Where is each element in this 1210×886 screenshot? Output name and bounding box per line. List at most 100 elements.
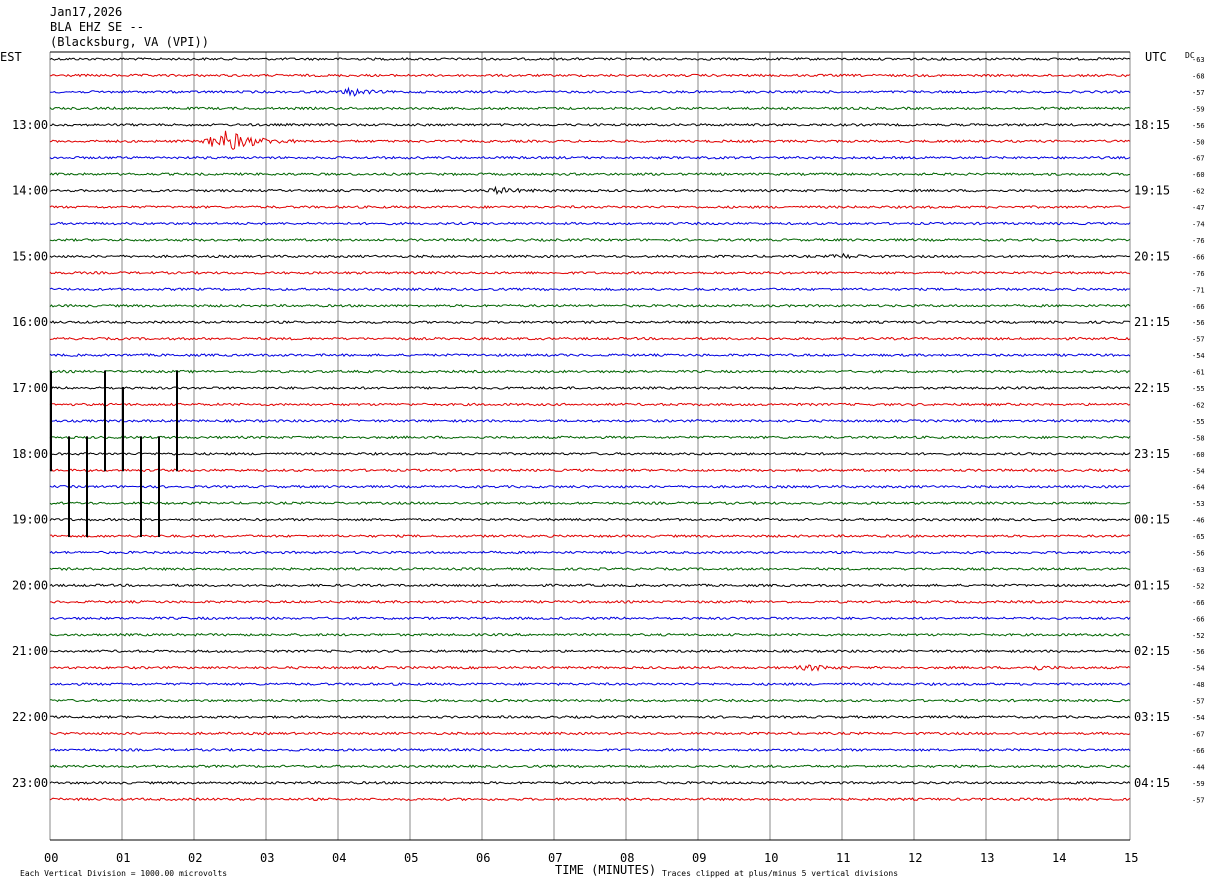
x-tick-label: 09 [692,851,706,865]
dc-offset-label: -74 [1192,221,1205,229]
dc-offset-label: -55 [1192,418,1205,426]
dc-offset-label: -53 [1192,500,1205,508]
trace-30 [49,550,1131,555]
dc-offset-label: -52 [1192,632,1205,640]
trace-31 [49,567,1131,571]
trace-11 [49,237,1131,242]
right-hour-label: 03:15 [1134,710,1170,724]
dc-offset-label: -66 [1192,747,1205,755]
trace-41 [49,731,1131,736]
x-tick-label: 14 [1052,851,1066,865]
dc-offset-label: -48 [1192,681,1205,689]
dc-offset-label: -64 [1192,484,1205,492]
dc-offset-label: -68 [1192,72,1205,80]
dc-offset-label: -60 [1192,171,1205,179]
dc-offset-label: -67 [1192,730,1205,738]
dc-offset-label: -67 [1192,155,1205,163]
scale-note: Each Vertical Division = 1000.00 microvo… [20,869,227,878]
left-hour-label: 22:00 [12,710,48,724]
time-grid [49,51,1131,841]
dc-offset-label: -62 [1192,188,1205,196]
trace-21 [49,402,1131,407]
right-hour-label: 18:15 [1134,118,1170,132]
trace-7 [49,172,1131,177]
trace-33 [50,599,1131,604]
dc-offset-label: -66 [1192,253,1205,261]
dc-offset-label: -62 [1192,401,1205,409]
dc-offset-label: -76 [1192,237,1205,245]
left-hour-label: 16:00 [12,315,48,329]
trace-37 [49,664,1131,672]
trace-34 [49,616,1131,621]
left-hour-label: 18:00 [12,447,48,461]
trace-6 [49,155,1131,160]
x-tick-label: 07 [548,851,562,865]
trace-1 [49,73,1131,78]
dc-offset-label: -44 [1192,763,1205,771]
trace-42 [49,747,1131,752]
dc-offset-label: -60 [1192,451,1205,459]
dc-offset-label: -55 [1192,385,1205,393]
dc-offset-label: -56 [1192,550,1205,558]
dc-offset-label: -61 [1192,369,1205,377]
right-hour-label: 04:15 [1134,776,1170,790]
dc-offset-label: -52 [1192,582,1205,590]
x-tick-label: 13 [980,851,994,865]
trace-35 [49,632,1131,637]
dc-offset-label: -71 [1192,286,1205,294]
right-hour-label: 00:15 [1134,513,1170,527]
dc-offset-label: -54 [1192,665,1205,673]
trace-8 [49,185,1131,196]
dc-offset-label: -57 [1192,796,1205,804]
dc-offset-label: -54 [1192,467,1205,475]
trace-14 [49,287,1131,292]
dc-offset-label: -57 [1192,698,1205,706]
trace-44 [49,780,1131,785]
left-hour-label: 19:00 [12,513,48,527]
dc-offset-label: -58 [1192,434,1205,442]
right-hour-label: 01:15 [1134,578,1170,592]
dc-offset-label: -63 [1192,566,1205,574]
trace-12 [49,252,1131,260]
left-hour-label: 13:00 [12,118,48,132]
x-tick-label: 04 [332,851,346,865]
trace-17 [49,336,1131,341]
x-tick-label: 01 [116,851,130,865]
axis-labels: 00 01 02 03 04 05 06 07 08 09 10 11 12 13 14 15 -63 -68 -5… [12,56,1205,865]
x-tick-label: 06 [476,851,490,865]
dc-offset-label: -57 [1192,336,1205,344]
dc-offset-label: -76 [1192,270,1205,278]
trace-40 [49,715,1131,720]
x-tick-label: 11 [836,851,850,865]
trace-39 [50,698,1131,703]
x-tick-label: 15 [1124,851,1138,865]
trace-32 [49,583,1131,588]
header-date: Jan17,2026 [50,5,122,19]
x-tick-label: 00 [44,851,58,865]
left-hour-label: 17:00 [12,381,48,395]
trace-36 [49,649,1131,654]
trace-22 [49,418,1131,423]
trace-19 [49,369,1131,374]
trace-29 [49,534,1131,538]
dc-offset-label: -66 [1192,303,1205,311]
right-hour-label: 20:15 [1134,249,1170,263]
x-tick-label: 10 [764,851,778,865]
dc-label: DC [1185,51,1195,60]
trace-5 [49,130,1131,151]
left-hour-label: 23:00 [12,776,48,790]
trace-13 [49,270,1131,275]
dc-offset-label: -59 [1192,105,1205,113]
right-hour-label: 22:15 [1134,381,1170,395]
dc-offset-label: -66 [1192,615,1205,623]
trace-0 [49,57,1131,61]
dc-offset-label: -56 [1192,319,1205,327]
dc-offset-label: -47 [1192,204,1205,212]
trace-43 [49,764,1131,769]
dc-offset-label: -54 [1192,352,1205,360]
left-hour-label: 14:00 [12,184,48,198]
dc-offset-label: -63 [1192,56,1205,64]
trace-15 [49,303,1131,308]
trace-45 [49,797,1131,802]
dc-offset-label: -56 [1192,648,1205,656]
